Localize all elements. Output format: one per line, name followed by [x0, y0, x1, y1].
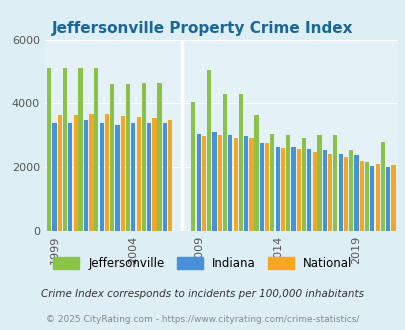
Bar — [110, 84, 114, 231]
Bar — [68, 123, 72, 231]
Bar — [99, 123, 104, 231]
Bar — [338, 154, 342, 231]
Bar — [385, 167, 389, 231]
Bar — [147, 123, 151, 231]
Bar — [105, 114, 109, 231]
Bar — [264, 143, 269, 231]
Bar — [243, 136, 247, 231]
Bar — [141, 83, 145, 231]
Bar — [390, 165, 394, 231]
Bar — [162, 123, 166, 231]
Bar — [328, 154, 332, 231]
Bar — [306, 149, 311, 231]
Text: © 2025 CityRating.com - https://www.cityrating.com/crime-statistics/: © 2025 CityRating.com - https://www.city… — [46, 315, 359, 324]
Bar — [254, 115, 258, 231]
Bar — [343, 157, 347, 231]
Bar — [58, 115, 62, 231]
Bar — [136, 117, 141, 231]
Bar — [202, 136, 206, 231]
Bar — [269, 134, 274, 231]
Bar — [152, 118, 156, 231]
Bar — [238, 94, 242, 231]
Bar — [212, 132, 216, 231]
Bar — [233, 138, 237, 231]
Bar — [222, 94, 226, 231]
Bar — [333, 135, 337, 231]
Bar — [379, 142, 384, 231]
Bar — [52, 123, 56, 231]
Bar — [375, 164, 379, 231]
Bar — [296, 149, 300, 231]
Bar — [84, 120, 88, 231]
Bar — [291, 148, 295, 231]
Bar — [249, 139, 253, 231]
Bar — [115, 125, 119, 231]
Bar — [73, 115, 77, 231]
Bar — [89, 114, 93, 231]
Bar — [62, 68, 67, 231]
Bar — [78, 68, 83, 231]
Bar — [94, 68, 98, 231]
Text: Crime Index corresponds to incidents per 100,000 inhabitants: Crime Index corresponds to incidents per… — [41, 289, 364, 299]
Bar — [285, 135, 290, 231]
Bar — [354, 155, 358, 231]
Bar — [364, 162, 368, 231]
Bar — [301, 139, 305, 231]
Bar — [191, 102, 195, 231]
Bar — [196, 134, 200, 231]
Bar — [157, 83, 161, 231]
Bar — [217, 135, 222, 231]
Bar — [47, 68, 51, 231]
Bar — [259, 143, 263, 231]
Bar — [359, 161, 363, 231]
Bar — [280, 148, 284, 231]
Bar — [121, 115, 125, 231]
Bar — [131, 123, 135, 231]
Bar — [312, 152, 316, 231]
Bar — [317, 135, 321, 231]
Legend: Jeffersonville, Indiana, National: Jeffersonville, Indiana, National — [53, 257, 352, 270]
Bar — [126, 84, 130, 231]
Bar — [348, 150, 352, 231]
Bar — [168, 120, 172, 231]
Bar — [369, 166, 373, 231]
Bar — [207, 70, 211, 231]
Text: Jeffersonville Property Crime Index: Jeffersonville Property Crime Index — [52, 21, 353, 36]
Bar — [322, 150, 326, 231]
Bar — [228, 135, 232, 231]
Bar — [275, 147, 279, 231]
